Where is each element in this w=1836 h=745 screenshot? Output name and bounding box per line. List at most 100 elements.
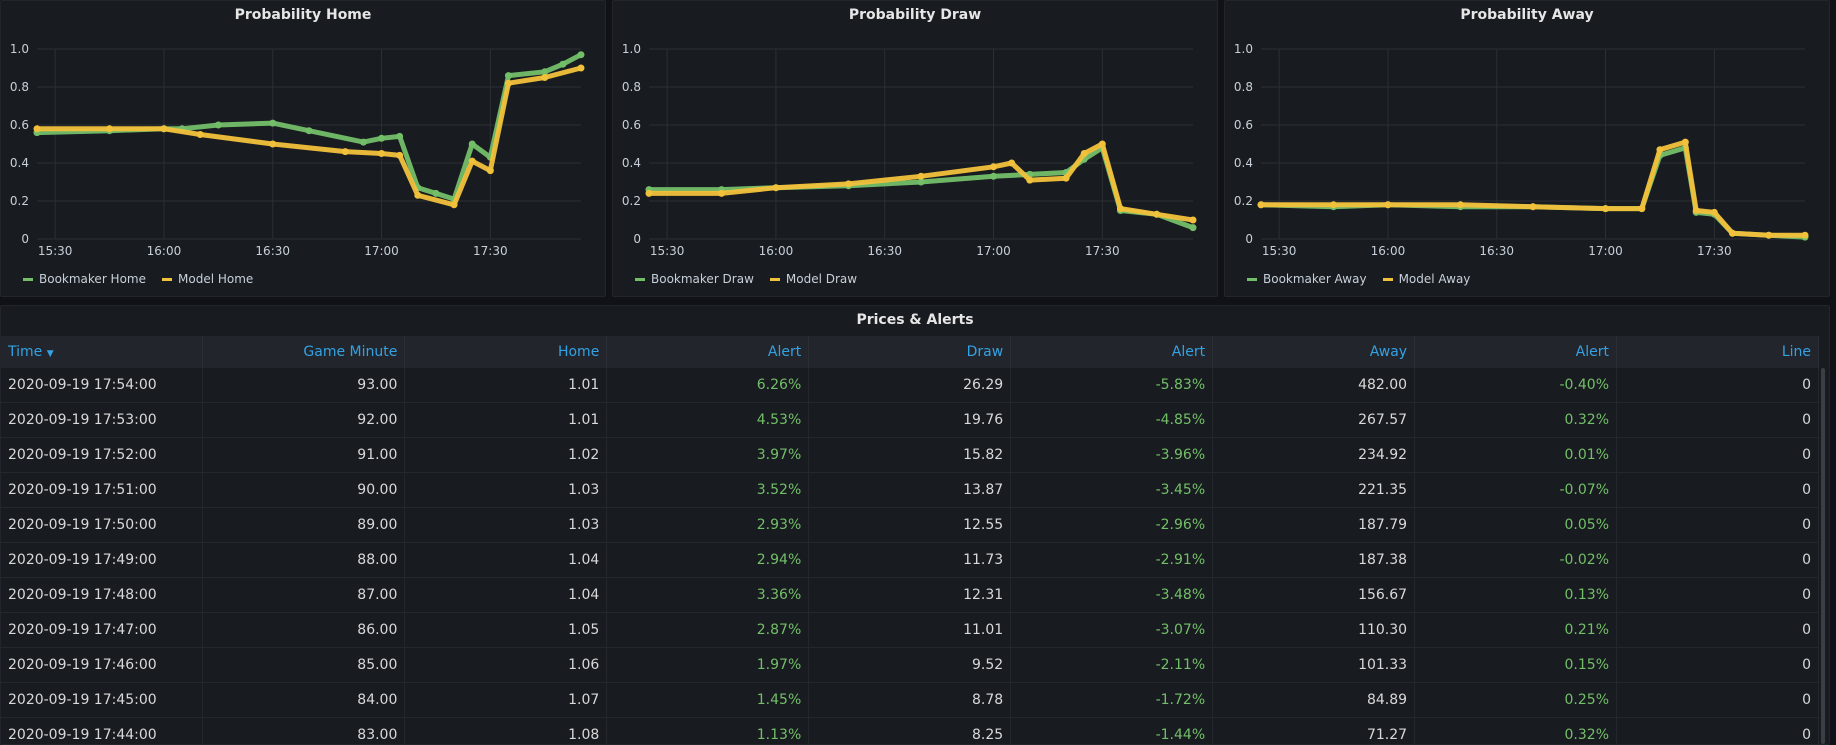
table-cell: 2020-09-19 17:54:00: [1, 368, 204, 403]
data-point: [1602, 205, 1610, 213]
col-header-time[interactable]: Time ▼: [1, 336, 204, 368]
x-tick-label: 16:00: [147, 244, 182, 258]
table-cell: 9.52: [808, 647, 1012, 683]
table-cell: 1.45%: [606, 682, 810, 718]
table-cell: 1.07: [404, 682, 608, 718]
data-point: [106, 125, 114, 133]
table-cell: -2.96%: [1010, 507, 1214, 543]
table-cell: 85.00: [202, 647, 406, 683]
data-point: [772, 184, 780, 192]
chevron-down-icon: ▼: [46, 349, 54, 359]
table-cell: 19.76: [808, 402, 1012, 438]
prices-alerts-panel: Prices & Alerts Time ▼ Game Minute Home …: [0, 305, 1830, 745]
table-cell: -3.96%: [1010, 437, 1214, 473]
y-tick-label: 0.8: [1234, 80, 1253, 94]
data-point: [1681, 138, 1689, 146]
table-cell: -2.91%: [1010, 542, 1214, 578]
table-scroll-area[interactable]: Time ▼ Game Minute Home Alert Draw Alert…: [1, 336, 1819, 744]
y-tick-label: 0.6: [10, 118, 29, 132]
table-cell: 2020-09-19 17:53:00: [1, 402, 204, 438]
table-row: 2020-09-19 17:54:00 93.00 1.01 6.26% 26.29 -5…: [1, 368, 1819, 403]
table-cell: 2020-09-19 17:52:00: [1, 437, 204, 473]
x-tick-label: 17:00: [364, 244, 399, 258]
panel-title[interactable]: Probability Draw: [848, 7, 982, 23]
table-cell: 89.00: [202, 507, 406, 543]
table-cell: 2020-09-19 17:46:00: [1, 647, 204, 683]
col-header-draw[interactable]: Draw: [808, 336, 1012, 368]
data-point: [1116, 205, 1124, 213]
x-tick-label: 15:30: [38, 244, 73, 258]
col-header-home-alert[interactable]: Alert: [606, 336, 810, 368]
table-cell: 3.52%: [606, 472, 810, 508]
table-cell: 87.00: [202, 577, 406, 613]
table-row: 2020-09-19 17:52:00 91.00 1.02 3.97% 15.82 -3…: [1, 437, 1819, 473]
y-tick-label: 0.4: [1234, 156, 1253, 170]
table-cell: 1.08: [404, 717, 608, 744]
legend-item-model[interactable]: Model Home: [162, 272, 253, 286]
data-point: [1098, 140, 1106, 148]
table-row: 2020-09-19 17:48:00 87.00 1.04 3.36% 12.31 -3…: [1, 577, 1819, 613]
data-point: [1638, 205, 1646, 213]
table-cell: 0.13%: [1414, 577, 1617, 613]
table-cell: 0.21%: [1414, 612, 1617, 648]
legend-item-bookmaker[interactable]: Bookmaker Away: [1247, 272, 1367, 286]
table-cell: 2.93%: [606, 507, 810, 543]
table-cell: 8.78: [808, 682, 1012, 718]
data-point: [1710, 208, 1718, 216]
table-cell: 2020-09-19 17:44:00: [1, 717, 204, 744]
table-cell: 1.06: [404, 647, 608, 683]
col-header-line[interactable]: Line: [1616, 336, 1819, 368]
panel-title[interactable]: Probability Away: [1460, 7, 1594, 23]
data-point: [844, 180, 852, 188]
y-tick-label: 1.0: [622, 42, 641, 56]
table-scrollbar[interactable]: [1821, 368, 1825, 744]
data-point: [305, 127, 313, 135]
table-cell: 0: [1616, 507, 1819, 543]
table-cell: 93.00: [202, 368, 406, 403]
table-cell: 12.55: [808, 507, 1012, 543]
table-cell: -1.44%: [1010, 717, 1214, 744]
panel-title[interactable]: Probability Home: [234, 7, 372, 23]
x-tick-label: 16:30: [867, 244, 902, 258]
table-cell: 1.03: [404, 472, 608, 508]
legend-item-bookmaker[interactable]: Bookmaker Home: [23, 272, 146, 286]
col-header-draw-alert[interactable]: Alert: [1010, 336, 1214, 368]
x-tick-label: 15:30: [650, 244, 685, 258]
y-tick-label: 1.0: [10, 42, 29, 56]
y-tick-label: 0.2: [10, 194, 29, 208]
series-line: [646, 141, 1196, 223]
y-tick-label: 1.0: [1234, 42, 1253, 56]
data-point: [33, 125, 41, 133]
table-cell: 91.00: [202, 437, 406, 473]
table-cell: 234.92: [1212, 437, 1416, 473]
table-cell: 88.00: [202, 542, 406, 578]
data-point: [1257, 201, 1265, 209]
col-header-away[interactable]: Away: [1212, 336, 1416, 368]
col-header-away-alert[interactable]: Alert: [1414, 336, 1617, 368]
table-cell: 2020-09-19 17:51:00: [1, 472, 204, 508]
legend-item-model[interactable]: Model Draw: [769, 272, 857, 286]
panel-title[interactable]: Prices & Alerts: [856, 312, 974, 328]
data-point: [214, 121, 222, 129]
table-cell: 0: [1616, 612, 1819, 648]
table-cell: 2.94%: [606, 542, 810, 578]
chart-home: 0 0.2 0.4 0.6 0.8 1.0 15:30 16:00 16:30 17:00 17:3…: [10, 42, 585, 258]
table-cell: 86.00: [202, 612, 406, 648]
data-point: [917, 178, 925, 186]
col-header-home[interactable]: Home: [404, 336, 608, 368]
table-cell: 0.05%: [1414, 507, 1617, 543]
col-header-game-minute[interactable]: Game Minute: [202, 336, 406, 368]
table-cell: 0: [1616, 437, 1819, 473]
table-cell: 110.30: [1212, 612, 1416, 648]
legend-item-bookmaker[interactable]: Bookmaker Draw: [635, 272, 754, 286]
legend: Bookmaker Home Model Home: [23, 272, 253, 286]
data-point: [341, 148, 349, 156]
data-point: [269, 140, 277, 148]
table-cell: 11.01: [808, 612, 1012, 648]
data-point: [269, 119, 277, 127]
table-cell: 0.25%: [1414, 682, 1617, 718]
table-cell: 0: [1616, 577, 1819, 613]
table-cell: -3.07%: [1010, 612, 1214, 648]
table-cell: 1.97%: [606, 647, 810, 683]
legend-item-model[interactable]: Model Away: [1382, 272, 1470, 286]
